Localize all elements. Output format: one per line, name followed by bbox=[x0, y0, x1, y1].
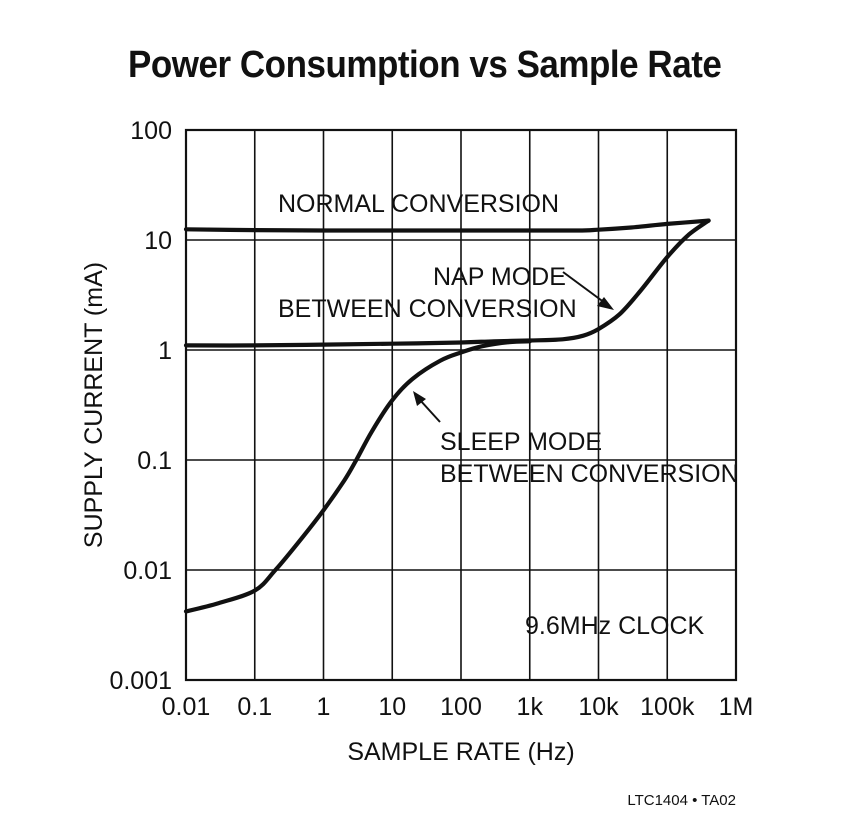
chart-title: Power Consumption vs Sample Rate bbox=[128, 44, 722, 86]
x-tick-label: 0.1 bbox=[237, 693, 272, 721]
nap-mode-pointer-arrow bbox=[562, 271, 614, 310]
label-nap-mode-line1: NAP MODE bbox=[433, 263, 566, 291]
x-tick-label: 1M bbox=[719, 693, 754, 721]
series-layer bbox=[183, 218, 711, 614]
series-line-sleep-mode bbox=[183, 339, 532, 614]
plot-frame bbox=[184, 128, 738, 682]
x-tick-label: 1k bbox=[517, 693, 544, 721]
x-tick-label: 100k bbox=[640, 693, 695, 721]
x-axis-label: SAMPLE RATE (Hz) bbox=[347, 738, 574, 766]
label-sleep-mode-line1: SLEEP MODE bbox=[440, 428, 602, 456]
y-tick-label: 10 bbox=[144, 227, 172, 255]
series-line-nap-mode bbox=[183, 218, 711, 348]
x-tick-label: 10k bbox=[578, 693, 619, 721]
y-tick-label: 100 bbox=[130, 117, 172, 145]
y-tick-label: 0.001 bbox=[109, 667, 172, 695]
figure-footnote: LTC1404 • TA02 bbox=[627, 792, 736, 809]
x-tick-label: 0.01 bbox=[162, 693, 211, 721]
label-clock: 9.6MHz CLOCK bbox=[525, 612, 705, 640]
y-axis-label: SUPPLY CURRENT (mA) bbox=[80, 262, 108, 548]
tick-labels: 0.01 0.1 1 10 100 1k 10k 100k 1M0.0010.010.11101… bbox=[109, 117, 753, 721]
y-tick-label: 1 bbox=[158, 337, 172, 365]
y-tick-label: 0.1 bbox=[137, 447, 172, 475]
sleep-mode-pointer-arrow bbox=[413, 391, 441, 423]
label-sleep-mode-line2: BETWEEN CONVERSION bbox=[440, 460, 739, 488]
label-nap-mode-line2: BETWEEN CONVERSION bbox=[278, 295, 577, 323]
label-normal-conversion: NORMAL CONVERSION bbox=[278, 190, 559, 218]
x-tick-label: 1 bbox=[317, 693, 331, 721]
x-tick-label: 10 bbox=[378, 693, 406, 721]
series-line-normal-conversion bbox=[183, 218, 711, 233]
x-tick-label: 100 bbox=[440, 693, 482, 721]
y-tick-label: 0.01 bbox=[123, 557, 172, 585]
